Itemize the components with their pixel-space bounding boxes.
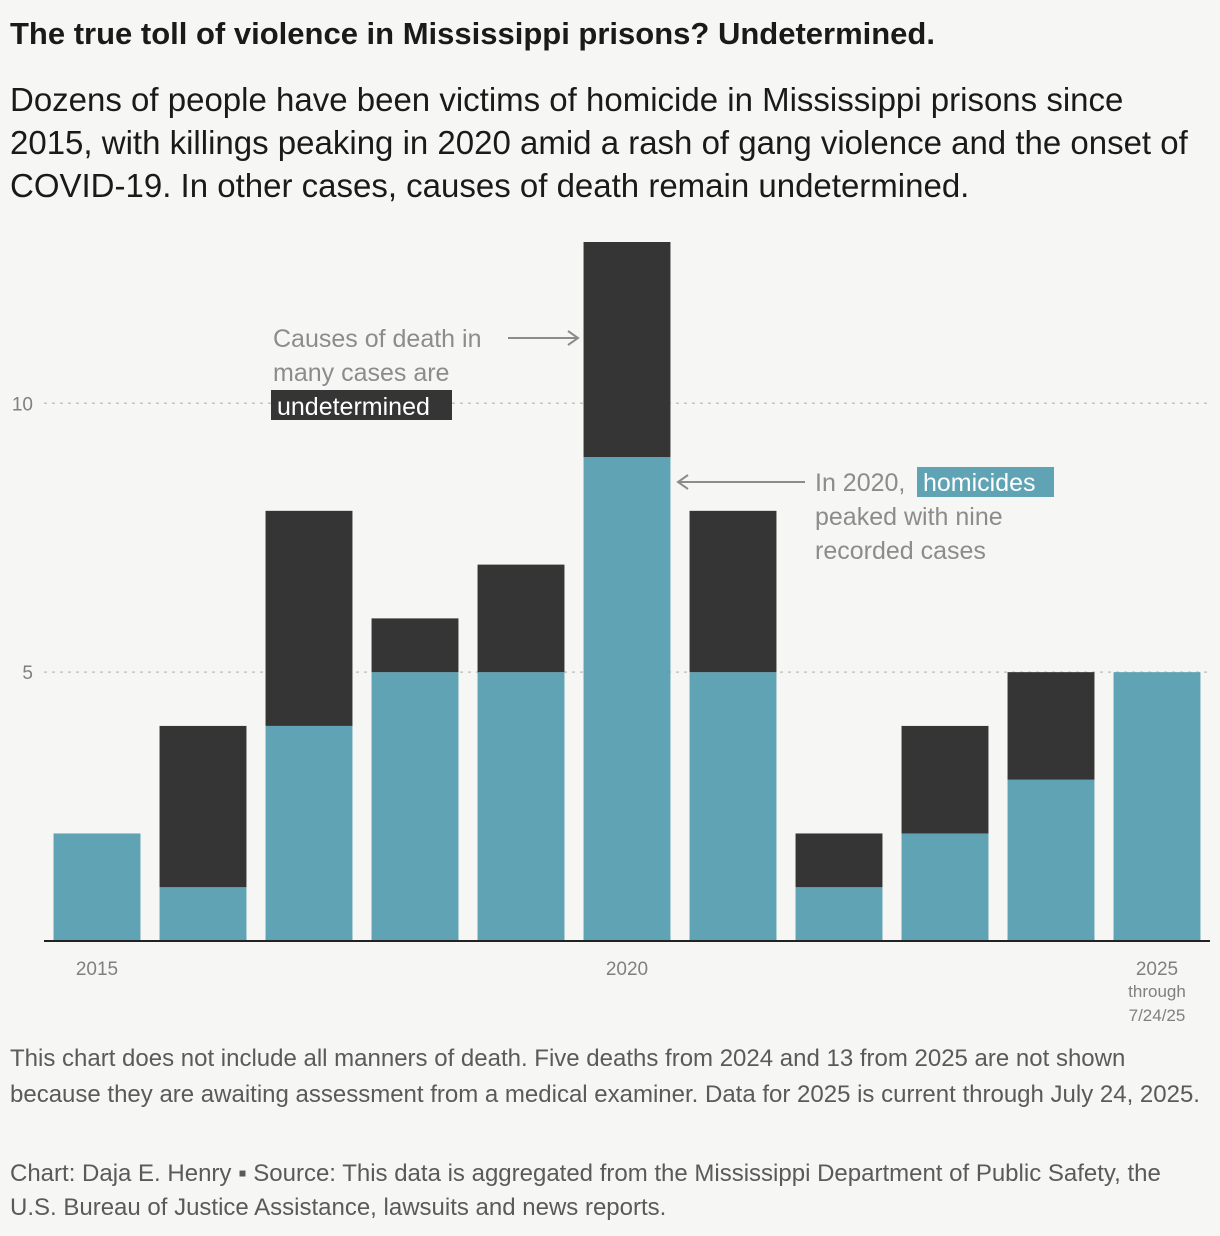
annotation-homicides-prefix: In 2020,: [815, 469, 905, 497]
x-tick-label-2020: 2020: [606, 959, 648, 980]
gridlines: [44, 402, 1210, 673]
annotation-undetermined-highlight-box: [271, 390, 452, 420]
bar-undetermined-2021: [689, 510, 777, 673]
bar-undetermined-2023: [901, 725, 989, 834]
x-axis: 2015 2020 2025 through 7/24/25: [76, 959, 1186, 1025]
y-axis: 5 10: [12, 394, 33, 684]
x-tick-label-2015: 2015: [76, 959, 118, 980]
annotation-undetermined: Causes of death in many cases are undete…: [271, 325, 580, 421]
annotation-homicides-arrowhead: [676, 474, 689, 490]
bar-undetermined-2019: [477, 564, 565, 673]
y-tick-label-10: 10: [12, 394, 33, 415]
bar-homicides-2024: [1007, 779, 1095, 941]
bars: [53, 242, 1201, 941]
annotation-undetermined-line-2: many cases are: [273, 359, 449, 387]
y-tick-label-5: 5: [22, 663, 33, 684]
chart-subtitle: Dozens of people have been victims of ho…: [10, 81, 1188, 204]
annotation-undetermined-line-1: Causes of death in: [273, 325, 481, 353]
annotation-homicides: In 2020, homicides peaked with nine reco…: [676, 467, 1054, 565]
annotation-undetermined-highlight: undetermined: [277, 393, 430, 421]
chart-note: This chart does not include all manners …: [10, 1045, 1200, 1108]
bar-undetermined-2024: [1007, 672, 1095, 780]
x-tick-label-2025: 2025: [1136, 959, 1178, 980]
bar-undetermined-2016: [159, 725, 247, 888]
bar-homicides-2015: [53, 833, 141, 941]
stacked-bar-chart: 5 10 2015 2020 2025 through 7/24/25 Causes of…: [12, 242, 1210, 1025]
bar-undetermined-2017: [265, 510, 353, 726]
bar-homicides-2022: [795, 887, 883, 941]
annotation-homicides-line-3: recorded cases: [815, 537, 986, 565]
bar-homicides-2018: [371, 672, 459, 941]
bar-undetermined-2022: [795, 833, 883, 888]
x-tick-sublabel-2025-1: 7/24/25: [1129, 1006, 1186, 1025]
bar-homicides-2020: [583, 457, 671, 941]
chart-credit: Chart: Daja E. Henry ▪ Source: This data…: [10, 1160, 1161, 1221]
bar-homicides-2019: [477, 672, 565, 941]
bar-homicides-2021: [689, 672, 777, 941]
bar-undetermined-2018: [371, 618, 459, 673]
bar-undetermined-2020: [583, 242, 671, 458]
bar-homicides-2025: [1113, 672, 1201, 941]
annotation-homicides-line-2: peaked with nine: [815, 503, 1003, 531]
chart-title: The true toll of violence in Mississippi…: [10, 16, 935, 51]
bar-homicides-2023: [901, 833, 989, 941]
annotation-homicides-highlight-box: [917, 467, 1054, 497]
bar-homicides-2017: [265, 725, 353, 941]
annotation-homicides-highlight: homicides: [923, 469, 1036, 497]
annotation-undetermined-arrowhead: [567, 330, 580, 346]
bar-homicides-2016: [159, 887, 247, 941]
x-tick-sublabel-2025-0: through: [1128, 982, 1186, 1001]
